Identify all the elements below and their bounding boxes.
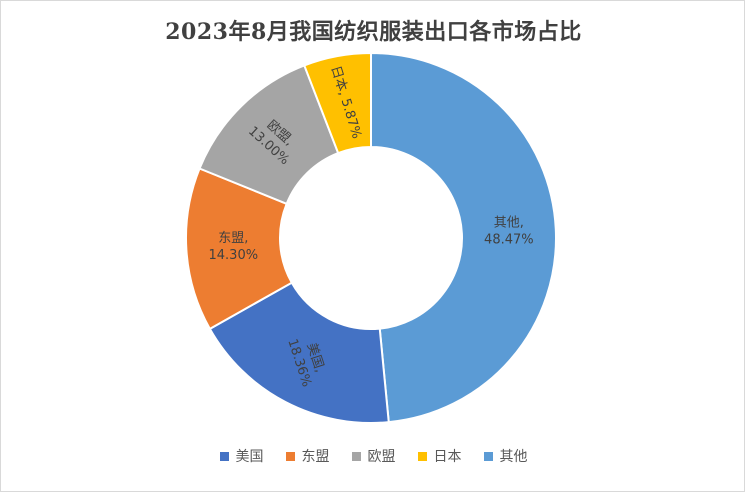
chart-legend: 美国 东盟 欧盟 日本 其他: [0, 446, 747, 466]
legend-item-0: 美国: [219, 446, 264, 466]
slice-label-category: 东盟,: [218, 231, 248, 246]
slice-label-value: 14.30%: [208, 248, 258, 263]
legend-item-1: 东盟: [285, 446, 330, 466]
legend-item-2: 欧盟: [351, 446, 396, 466]
legend-label: 日本: [433, 449, 462, 465]
legend-label: 东盟: [301, 449, 330, 465]
slice-label-1: 东盟, 14.30%: [208, 231, 258, 263]
slice-label-value: 48.47%: [484, 232, 534, 247]
donut-slice-3: [303, 51, 372, 155]
legend-label: 美国: [235, 449, 264, 465]
legend-item-4: 其他: [483, 446, 528, 466]
legend-label: 欧盟: [367, 449, 396, 465]
legend-item-3: 日本: [417, 446, 462, 466]
slice-label-4: 其他, 48.47%: [484, 215, 534, 247]
donut-slice-4: [370, 51, 557, 424]
legend-label: 其他: [499, 449, 528, 465]
legend-swatch: [285, 451, 295, 461]
chart-title: 2023年8月我国纺织服装出口各市场占比: [165, 19, 582, 45]
slice-label-category: 其他,: [494, 215, 524, 230]
legend-swatch: [219, 451, 229, 461]
legend-swatch: [483, 451, 493, 461]
donut-slice-0: [208, 281, 390, 424]
legend-swatch: [351, 451, 361, 461]
legend-swatch: [417, 451, 427, 461]
